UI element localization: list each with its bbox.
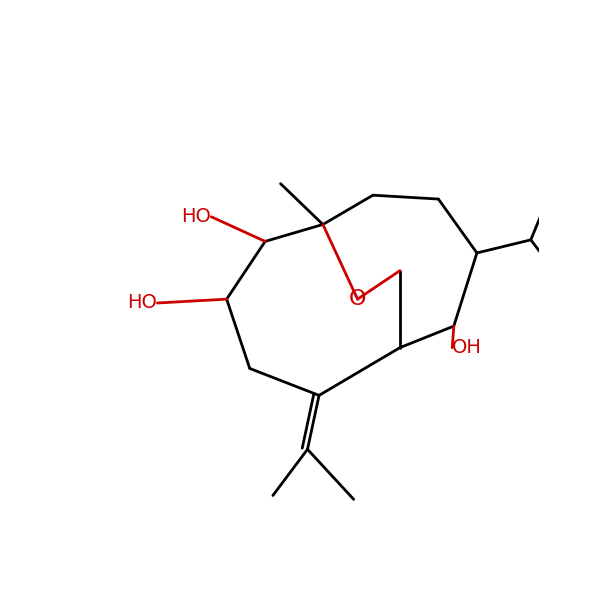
Text: OH: OH <box>452 338 482 357</box>
Text: O: O <box>349 289 366 309</box>
Text: HO: HO <box>127 293 157 313</box>
Text: HO: HO <box>181 207 211 226</box>
